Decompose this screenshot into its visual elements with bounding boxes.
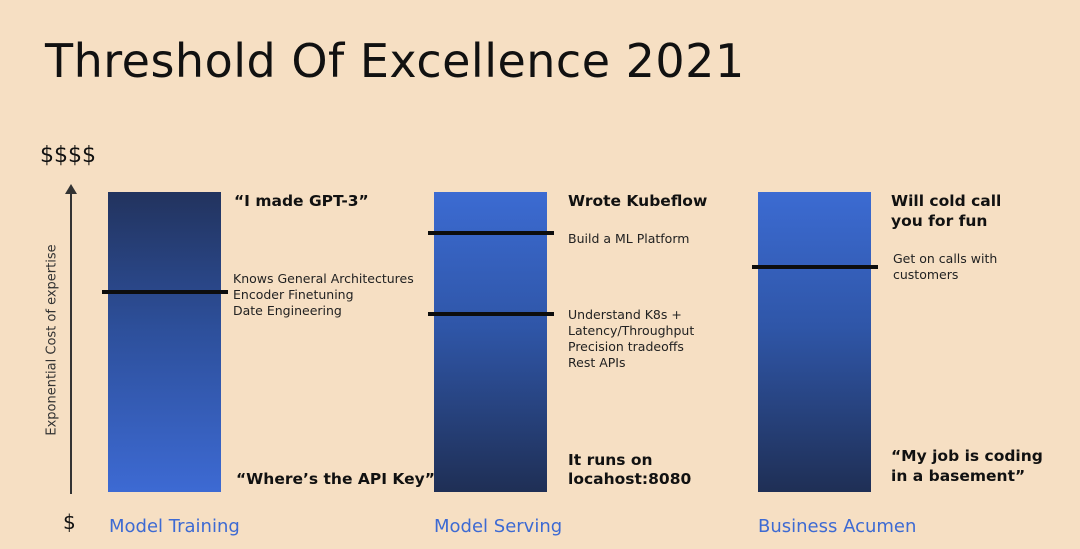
serving-middle-line: Rest APIs <box>568 355 626 370</box>
category-model-serving: Model Serving <box>434 516 563 537</box>
business-top-line: Will cold call <box>891 192 1002 210</box>
training-bottom-label: “Where’s the API Key” <box>236 470 435 488</box>
business-top-line: you for fun <box>891 212 988 230</box>
threshold-line <box>102 290 228 294</box>
serving-top-label: Wrote Kubeflow <box>568 192 708 210</box>
business-note-line: customers <box>893 267 959 282</box>
axis-arrow-icon <box>65 184 77 194</box>
serving-middle-line: Precision tradeoffs <box>568 339 684 354</box>
category-business-acumen: Business Acumen <box>758 516 917 537</box>
business-bottom-line: “My job is coding <box>891 447 1043 465</box>
training-middle-line: Knows General Architectures <box>233 271 414 286</box>
business-bottom-line: in a basement” <box>891 467 1026 485</box>
category-model-training: Model Training <box>109 516 240 537</box>
threshold-line <box>428 312 554 316</box>
training-middle-line: Encoder Finetuning <box>233 287 354 302</box>
serving-bottom-line: locahost:8080 <box>568 470 692 488</box>
serving-middle-line: Latency/Throughput <box>568 323 695 338</box>
serving-bottom-line: It runs on <box>568 451 653 469</box>
y-axis-label: Exponential Cost of expertise <box>44 244 60 436</box>
axis-top-label: $$$$ <box>40 143 96 168</box>
training-middle-line: Date Engineering <box>233 303 342 318</box>
training-top-label: “I made GPT-3” <box>234 192 369 210</box>
axis-bottom-label: $ <box>63 510 76 534</box>
model-serving-bar <box>428 192 554 492</box>
threshold-line <box>428 231 554 235</box>
threshold-line <box>752 265 878 269</box>
model-training-bar <box>102 192 228 492</box>
page-title: Threshold Of Excellence 2021 <box>45 34 745 88</box>
y-axis-line <box>70 192 72 494</box>
serving-upper-note: Build a ML Platform <box>568 231 690 246</box>
business-note-line: Get on calls with <box>893 251 998 266</box>
serving-middle-line: Understand K8s + <box>568 307 682 322</box>
business-acumen-bar <box>752 192 878 492</box>
